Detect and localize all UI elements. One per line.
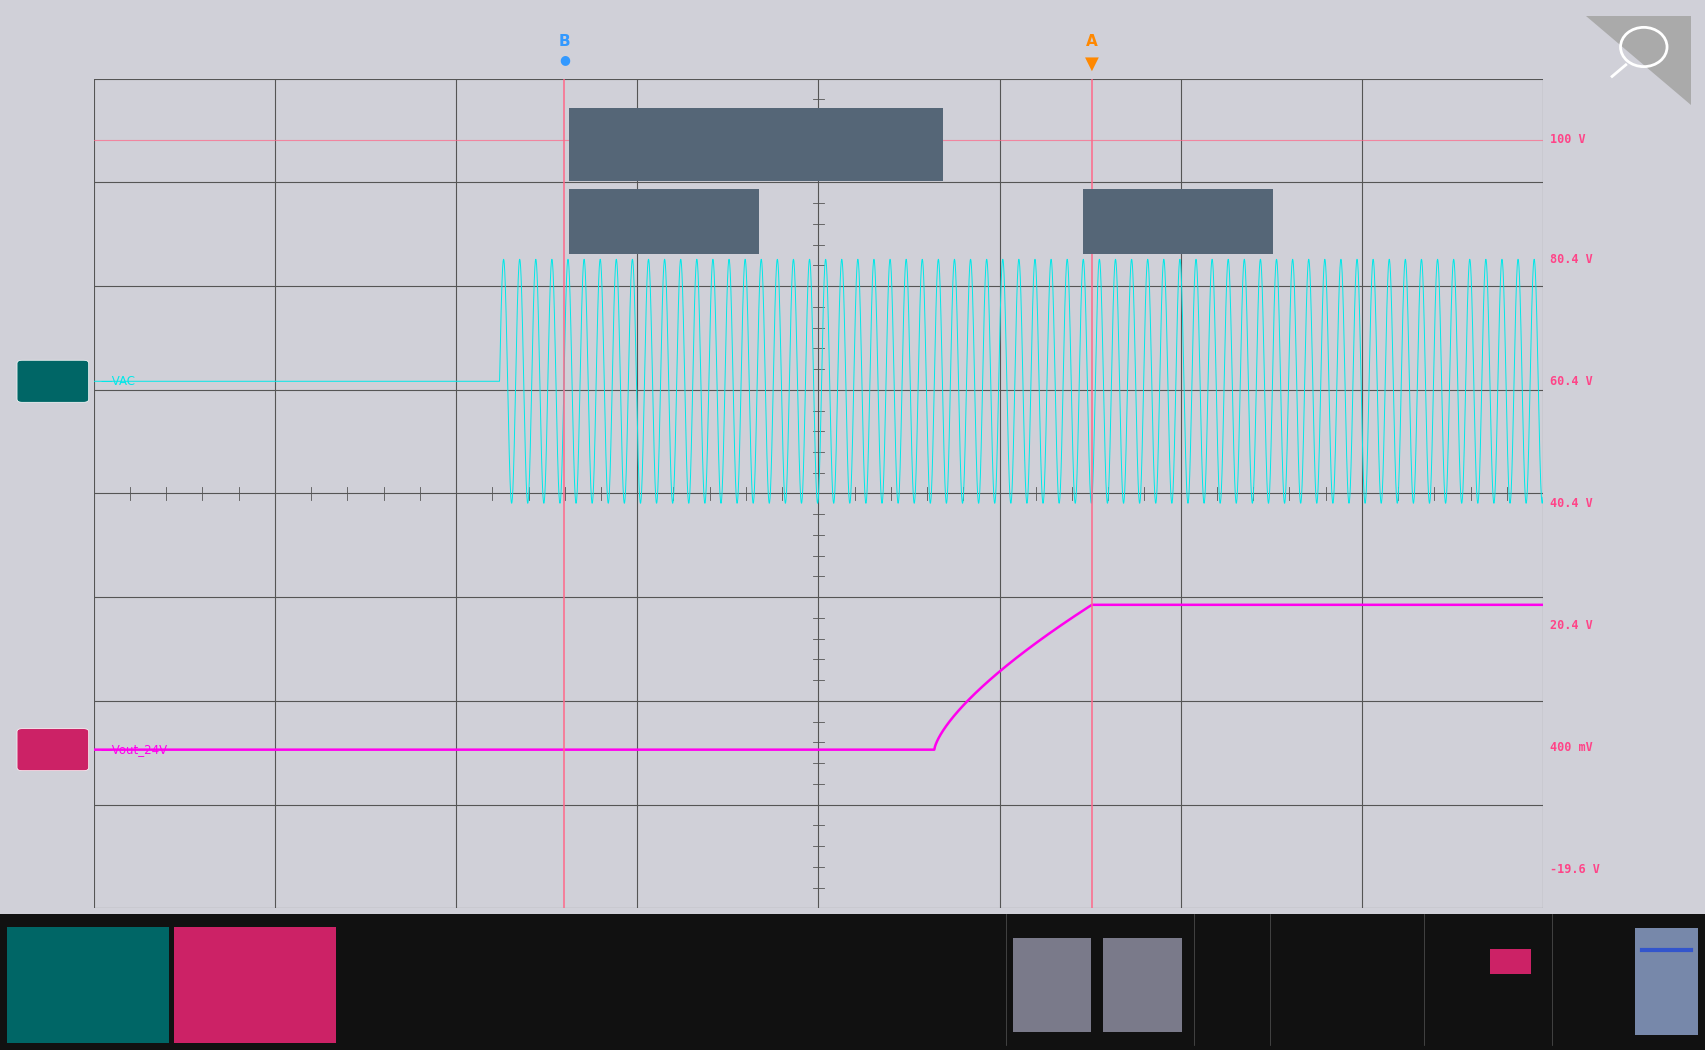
Text: ╲: ╲ <box>1429 979 1436 993</box>
Text: 高分辨率: 高分辨率 <box>1557 958 1584 968</box>
Text: 水平: 水平 <box>1275 937 1289 949</box>
Text: V:   23.75 V: V: 23.75 V <box>1096 231 1183 244</box>
Text: 200 ms/格: 200 ms/格 <box>1275 958 1326 968</box>
Text: 500 V/格: 500 V/格 <box>17 958 61 970</box>
Text: t:   1.033 s: t: 1.033 s <box>1096 207 1183 219</box>
Text: RL: 5 Mpts: RL: 5 Mpts <box>1275 1000 1333 1010</box>
Text: 100 V: 100 V <box>1550 133 1586 146</box>
Text: —Vout_24V: —Vout_24V <box>101 743 167 756</box>
Text: 500 MHz: 500 MHz <box>184 1000 235 1012</box>
Text: Ch 3: Ch 3 <box>184 937 215 949</box>
Text: 4: 4 <box>1136 974 1149 995</box>
Text: C3: C3 <box>44 743 61 756</box>
Text: C2: C2 <box>44 375 61 387</box>
Text: 数学: 数学 <box>1204 966 1217 976</box>
Text: 60.4 V: 60.4 V <box>1550 375 1592 387</box>
Text: ΔV: 23.75 V: ΔV: 23.75 V <box>583 151 662 164</box>
Text: SR: 2.50 ...: SR: 2.50 ... <box>1275 979 1337 989</box>
Text: Ω: Ω <box>184 979 194 991</box>
Text: t:   486.8 ms: t: 486.8 ms <box>583 207 675 219</box>
Text: 3: 3 <box>1507 957 1514 967</box>
Text: A: A <box>1086 35 1098 49</box>
Text: 参考: 参考 <box>1204 987 1217 998</box>
Text: 40.4 V: 40.4 V <box>1550 497 1592 509</box>
Text: 1: 1 <box>1045 974 1059 995</box>
Text: —VAC: —VAC <box>101 375 136 387</box>
Text: Ch 2: Ch 2 <box>17 937 48 949</box>
Text: B: B <box>559 35 569 49</box>
Text: 500 MHz: 500 MHz <box>17 1000 68 1012</box>
Text: 400 mV: 400 mV <box>1550 740 1592 754</box>
Text: 1: 1 <box>1661 985 1671 1000</box>
Text: 采集: 采集 <box>1557 937 1570 949</box>
Text: 总线: 总线 <box>1204 1008 1217 1018</box>
Text: 1 Acqs: 1 Acqs <box>1557 981 1594 991</box>
Text: ●: ● <box>559 54 569 66</box>
Text: —: — <box>1045 948 1059 962</box>
Text: ▼: ▼ <box>1084 55 1098 72</box>
Text: 20.4 V: 20.4 V <box>1550 618 1592 632</box>
Text: V:   0.000 V: V: 0.000 V <box>583 231 668 244</box>
Text: 1 MΩ: 1 MΩ <box>17 979 48 991</box>
Polygon shape <box>1586 16 1691 105</box>
Text: 20.0 V/格: 20.0 V/格 <box>184 958 234 970</box>
Text: Δt: 546.5 ms    1/Δt:   1.830 Hz: Δt: 546.5 ms 1/Δt: 1.830 Hz <box>583 126 812 139</box>
Text: 80.4 V: 80.4 V <box>1550 253 1592 266</box>
Text: 7.60 V: 7.60 V <box>1453 979 1488 989</box>
Text: -19.6 V: -19.6 V <box>1550 863 1599 876</box>
Text: 触发: 触发 <box>1429 937 1442 949</box>
